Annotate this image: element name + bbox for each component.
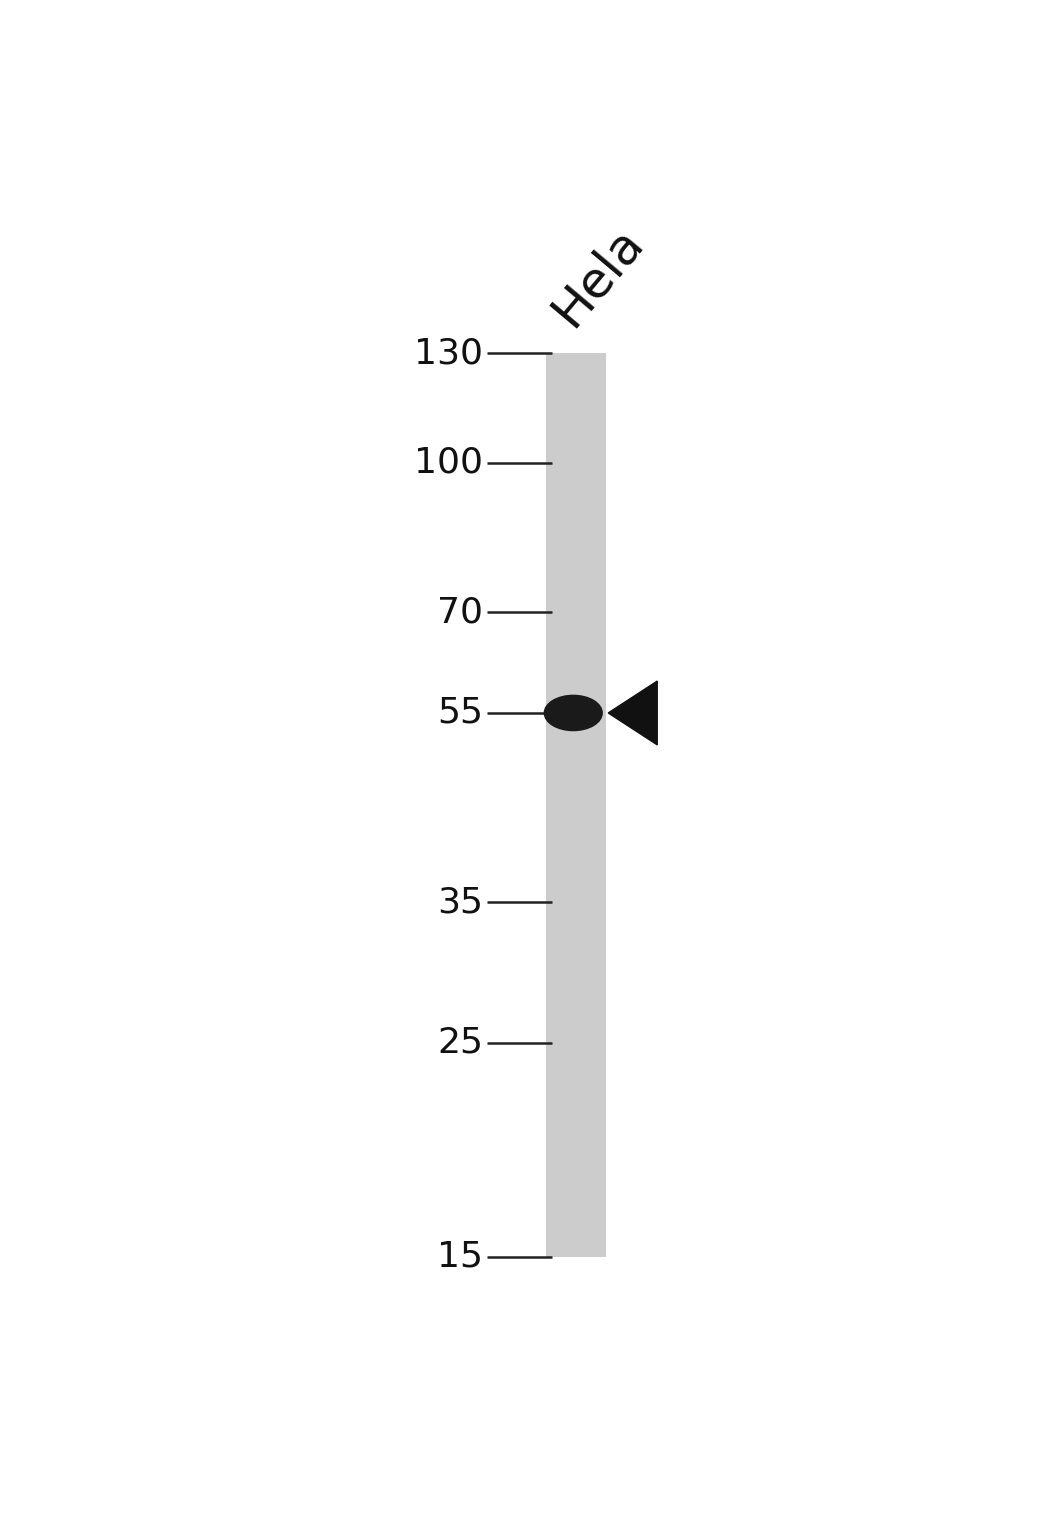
Text: Hela: Hela — [543, 218, 652, 335]
Text: 70: 70 — [438, 594, 483, 629]
Text: 100: 100 — [414, 447, 483, 480]
Text: 25: 25 — [438, 1026, 483, 1059]
Ellipse shape — [544, 695, 602, 730]
Text: 55: 55 — [438, 696, 483, 730]
Text: 15: 15 — [438, 1239, 483, 1274]
Bar — [545, 354, 606, 1257]
Text: 35: 35 — [438, 885, 483, 919]
Text: 130: 130 — [414, 335, 483, 370]
Polygon shape — [609, 681, 657, 745]
